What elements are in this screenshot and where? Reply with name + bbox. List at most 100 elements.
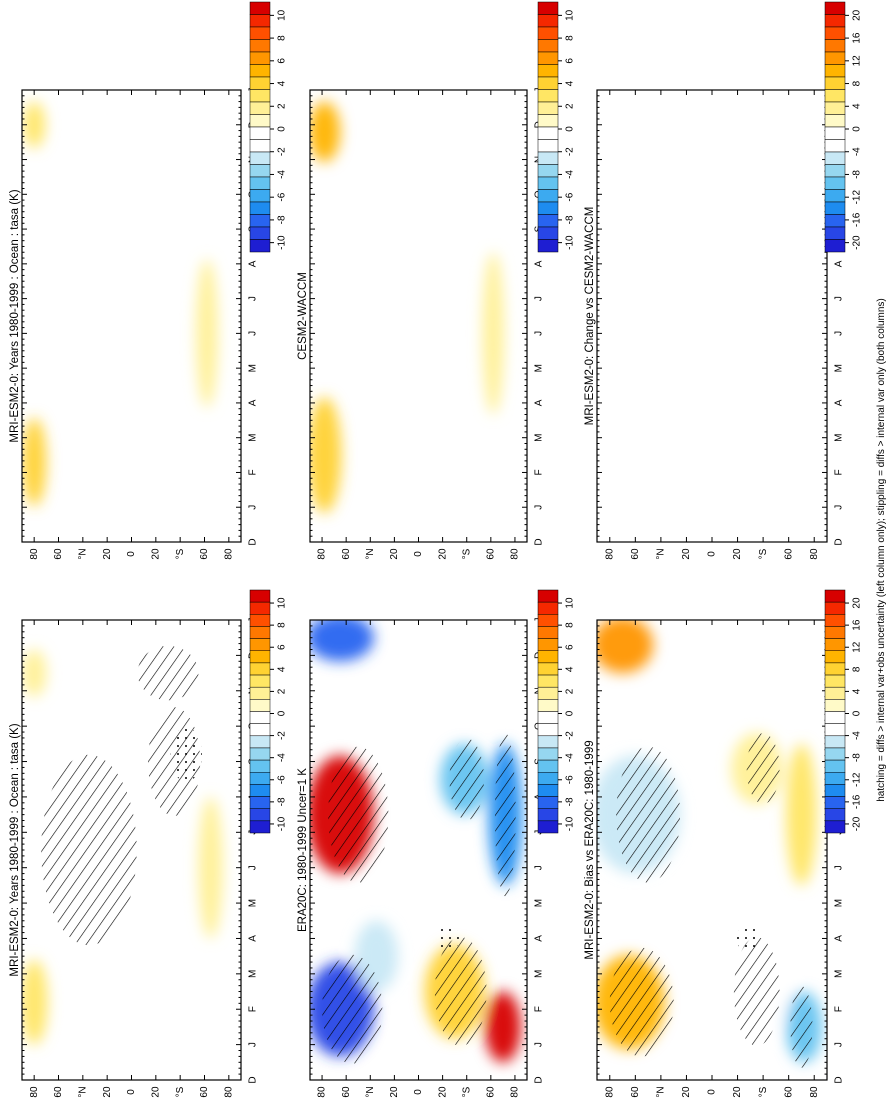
colorbar-label: 0 bbox=[277, 126, 288, 132]
lat-tick-label: 0 bbox=[126, 1089, 137, 1095]
colorbar-label: -8 bbox=[565, 215, 576, 224]
colorbar-swatch bbox=[824, 189, 846, 203]
lat-tick-label: 60 bbox=[53, 1086, 64, 1098]
lat-tick-label: 80 bbox=[809, 1086, 820, 1098]
colorbar: 10 8 6 4 2 0 -2 -4 -6 -8 -10 bbox=[537, 1, 576, 253]
hatching-region bbox=[434, 937, 487, 1046]
anomaly-antarctic-warm-bias-winter bbox=[786, 743, 817, 886]
colorbar-label: -16 bbox=[852, 794, 863, 809]
colorbar-swatch bbox=[249, 601, 271, 615]
lat-tick-label: 80 bbox=[510, 548, 521, 560]
month-tick-label: D bbox=[534, 1076, 545, 1083]
colorbar-swatch bbox=[824, 26, 846, 40]
month-tick-label: F bbox=[834, 1006, 845, 1012]
hatching-region bbox=[41, 754, 137, 946]
colorbar-swatch bbox=[824, 214, 846, 228]
colorbar-swatch bbox=[824, 114, 846, 128]
colorbar-label: 2 bbox=[277, 688, 288, 694]
colorbar-swatch bbox=[537, 76, 559, 90]
colorbar-swatch bbox=[824, 759, 846, 773]
colorbar-swatch bbox=[249, 662, 271, 676]
colorbar-label: 0 bbox=[852, 126, 863, 132]
hatching-region bbox=[616, 746, 681, 883]
lat-tick-label: 20 bbox=[150, 1086, 161, 1098]
hatching-region bbox=[746, 733, 780, 804]
lat-tick-label: °S bbox=[175, 548, 186, 559]
colorbar-swatch bbox=[824, 808, 846, 822]
month-tick-label: M bbox=[534, 899, 545, 907]
colorbar-label: -20 bbox=[852, 816, 863, 831]
hatching-region bbox=[494, 732, 516, 897]
colorbar: 20 16 12 8 4 0 -4 -8 -12 -16 -20 bbox=[824, 589, 863, 834]
lat-tick-label: 80 bbox=[604, 1086, 615, 1098]
colorbar-swatch bbox=[249, 735, 271, 749]
colorbar-swatch bbox=[537, 723, 559, 737]
month-tick-label: J bbox=[534, 505, 545, 510]
colorbar-swatch bbox=[537, 226, 559, 240]
colorbar-label: 2 bbox=[565, 103, 576, 109]
colorbar-label: 6 bbox=[565, 58, 576, 64]
lat-tick-label: 80 bbox=[223, 548, 234, 560]
colorbar-label: 10 bbox=[277, 9, 288, 21]
month-tick-label: A bbox=[534, 935, 545, 942]
month-tick-label: J bbox=[834, 1042, 845, 1047]
lat-tick-label: 0 bbox=[707, 1089, 718, 1095]
colorbar-swatch bbox=[249, 201, 271, 215]
anomaly-arctic-warm-jfm bbox=[22, 417, 47, 507]
panel-title: MRI-ESM2-0: Years 1980-1999 : Ocean : ta… bbox=[9, 723, 21, 976]
colorbar-swatch bbox=[824, 151, 846, 165]
colorbar-swatch bbox=[537, 699, 559, 712]
lat-tick-label: 0 bbox=[707, 551, 718, 557]
colorbar-swatch bbox=[537, 189, 559, 203]
month-tick-label: A bbox=[248, 260, 259, 267]
panel-title: MRI-ESM2-0: Change vs CESM2-WACCM bbox=[584, 207, 596, 426]
colorbar-swatch bbox=[249, 189, 271, 203]
colorbar-swatch bbox=[824, 601, 846, 615]
lat-tick-label: °N bbox=[365, 548, 376, 559]
colorbar-swatch bbox=[537, 662, 559, 676]
month-tick-label: J bbox=[834, 331, 845, 336]
colorbar-label: 10 bbox=[565, 597, 576, 609]
colorbar-swatch bbox=[824, 164, 846, 178]
colorbar-swatch bbox=[249, 239, 271, 253]
lat-tick-label: °N bbox=[656, 1086, 667, 1097]
colorbar-label: -10 bbox=[277, 235, 288, 250]
month-tick-label: M bbox=[534, 434, 545, 442]
hatching-region bbox=[322, 954, 383, 1064]
colorbar-swatch bbox=[824, 735, 846, 749]
anomaly-antarctic-warm-summer bbox=[484, 991, 521, 1063]
colorbar-swatch bbox=[824, 239, 846, 253]
lat-tick-label: 20 bbox=[437, 548, 448, 560]
colorbar-swatch bbox=[824, 638, 846, 651]
colorbar-swatch bbox=[537, 139, 559, 153]
colorbar-label: -4 bbox=[565, 753, 576, 762]
colorbar-swatch bbox=[824, 139, 846, 153]
colorbar-swatch bbox=[824, 626, 846, 639]
colorbar-label: -6 bbox=[277, 775, 288, 784]
colorbar-label: -2 bbox=[277, 731, 288, 740]
month-tick-label: J bbox=[248, 331, 259, 336]
colorbar-swatch bbox=[537, 51, 559, 65]
colorbar-swatch bbox=[249, 796, 271, 809]
month-tick-label: A bbox=[834, 399, 845, 406]
colorbar-swatch bbox=[249, 26, 271, 40]
month-tick-label: D bbox=[834, 538, 845, 545]
colorbar-swatch bbox=[537, 626, 559, 639]
colorbar-swatch bbox=[824, 64, 846, 78]
colorbar-label: 6 bbox=[277, 644, 288, 650]
anomaly-arctic-warm-nd bbox=[22, 649, 47, 697]
colorbar-swatch bbox=[537, 820, 559, 834]
anomaly-arctic-cold-feb bbox=[599, 480, 631, 500]
colorbar-swatch bbox=[249, 101, 271, 115]
colorbar-label: 8 bbox=[852, 80, 863, 86]
colorbar-swatch bbox=[537, 39, 559, 53]
colorbar-swatch bbox=[824, 176, 846, 190]
lat-tick-label: 60 bbox=[199, 548, 210, 560]
colorbar-swatch bbox=[249, 820, 271, 834]
hatching-region bbox=[137, 645, 199, 701]
anomaly-antarctic-warm bbox=[482, 252, 505, 415]
colorbar-label: -6 bbox=[565, 192, 576, 201]
month-tick-label: A bbox=[534, 399, 545, 406]
colorbar-label: 8 bbox=[277, 35, 288, 41]
month-tick-label: J bbox=[834, 505, 845, 510]
